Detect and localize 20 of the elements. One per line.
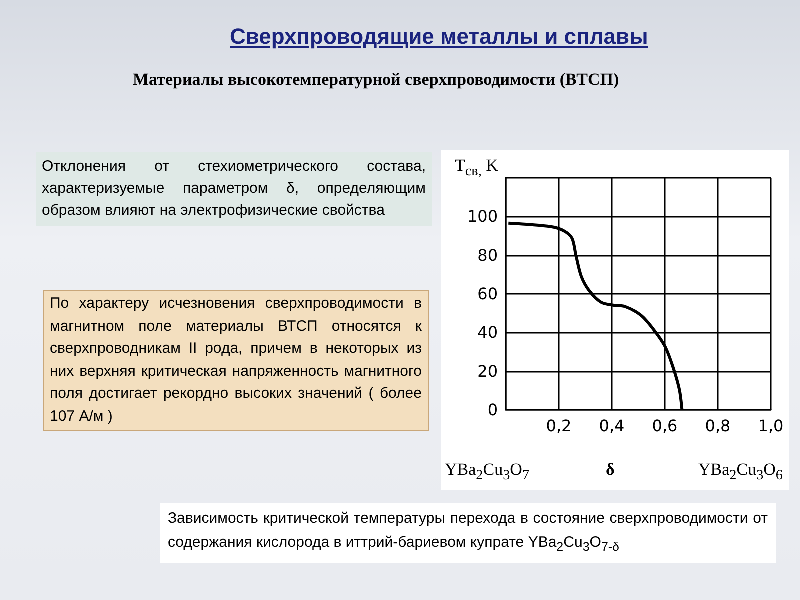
- x-tick-label: 0,8: [705, 416, 731, 436]
- text: Отклонения от стехиометрического состава, характеризуемые параметром δ, определяющим образом влияют на электрофизические свойства: [36, 152, 432, 226]
- chart-subtitle: Материалы высокотемпературной сверхпроводимости (ВТСП): [133, 70, 620, 90]
- y-tick-label: 80: [478, 246, 498, 265]
- text: YBa$_{2}$Cu$_{3}$O$_{7}$: [445, 460, 530, 484]
- x-tick-label: 0,2: [546, 416, 572, 436]
- y-tick-label: 0: [488, 400, 498, 420]
- y-tick-label: 100: [467, 207, 498, 226]
- y-tick-label: 40: [478, 323, 498, 342]
- x-tick-label: 0,4: [599, 416, 625, 436]
- text: По характеру исчезновения сверхпроводимости в магнитном поле материалы ВТСП относятся к сверхпроводникам II рода, причем в некоторых из них верхняя критическая напряженность магнитного поля достигает рекордно высоких значений ( более 107 А/м ): [43, 290, 429, 431]
- text: Зависимость критической температуры перехода в состояние сверхпроводимости от содержания кислорода в иттрий-бариевом купрате YBa$_{2}$Cu$_{3}$O$_{7-δ}$: [160, 503, 776, 563]
- x-tick-label: 0,6: [652, 416, 678, 436]
- y-axis-title: T$_{св,}$ K: [455, 156, 498, 180]
- text: YBa$_{2}$Cu$_{3}$O$_{6}$: [698, 460, 783, 484]
- x-tick-label: 1,0: [758, 416, 784, 436]
- y-tick-label: 20: [478, 362, 498, 381]
- x-axis-title: δ: [606, 460, 615, 480]
- chart-title: Сверхпроводящие металлы и сплавы: [230, 24, 648, 50]
- y-tick-label: 60: [478, 284, 498, 304]
